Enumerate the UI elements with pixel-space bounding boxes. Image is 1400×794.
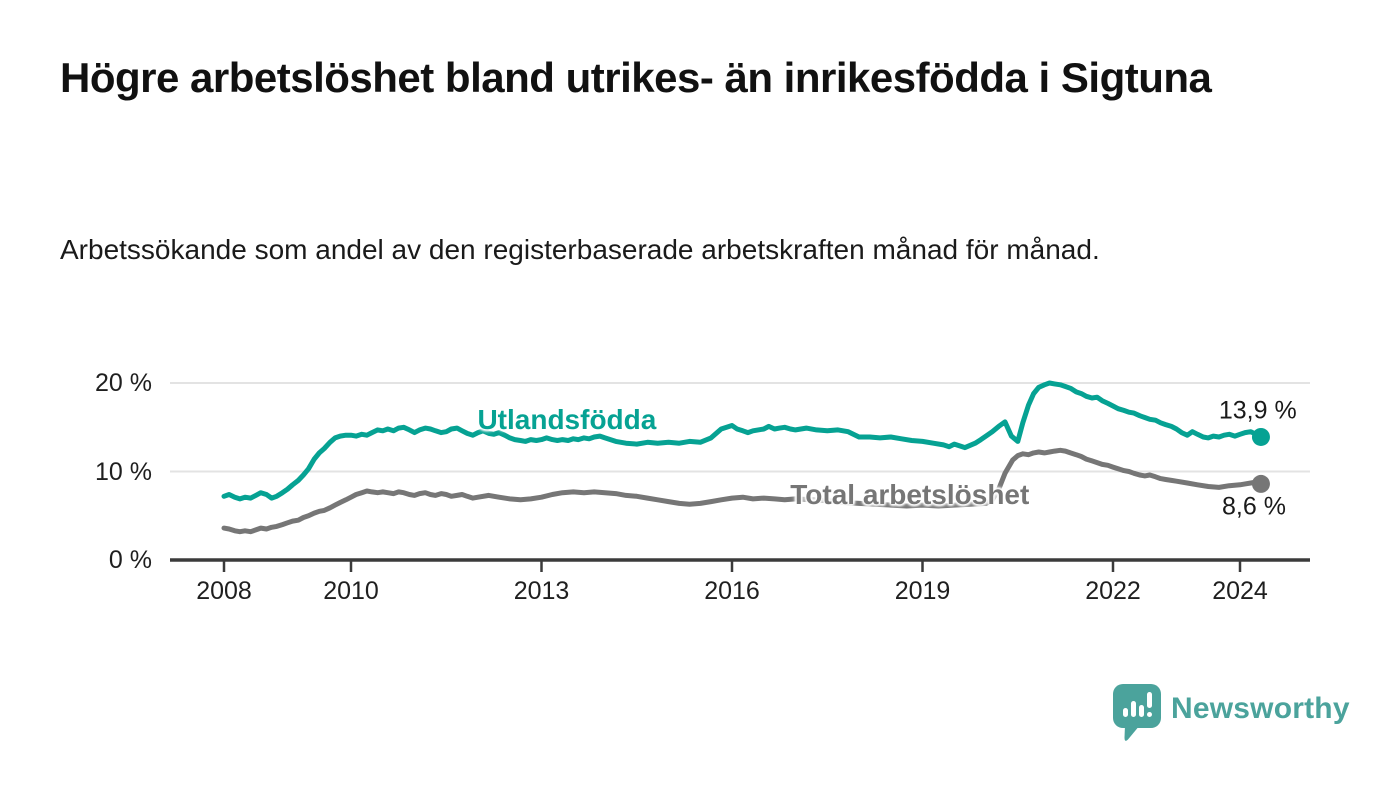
newsworthy-logo-icon	[1113, 684, 1161, 741]
chart-title: Högre arbetslöshet bland utrikes- än inr…	[60, 54, 1212, 101]
series-line-utlandsfodda	[221, 380, 1264, 502]
brand-name: Newsworthy	[1171, 692, 1350, 725]
chart-subtitle: Arbetssökande som andel av den registerb…	[60, 234, 1100, 265]
chart-svg	[170, 380, 1310, 572]
series-endpoint-dot-total	[1251, 474, 1270, 493]
brand-logo: Newsworthy	[1113, 684, 1350, 742]
series-endpoint-dot-utlandsfodda	[1251, 427, 1270, 446]
series-line-total	[221, 447, 1264, 535]
